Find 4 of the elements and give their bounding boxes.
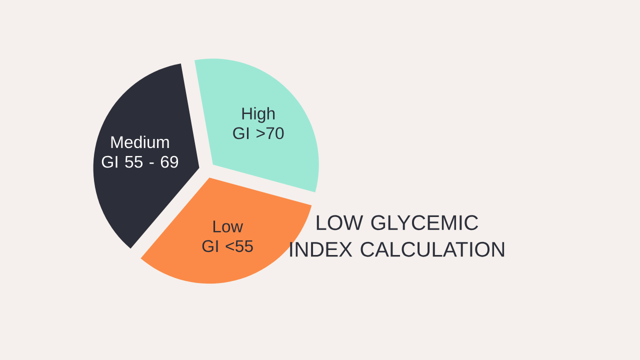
slice-label: High GI >70 xyxy=(233,107,284,140)
text: LOW GLYCEMIC INDEX CALCULATION xyxy=(290,215,504,257)
slice-label: Low GI <55 xyxy=(202,220,253,252)
slice-label: Medium GI 55 - 69 xyxy=(102,136,178,168)
